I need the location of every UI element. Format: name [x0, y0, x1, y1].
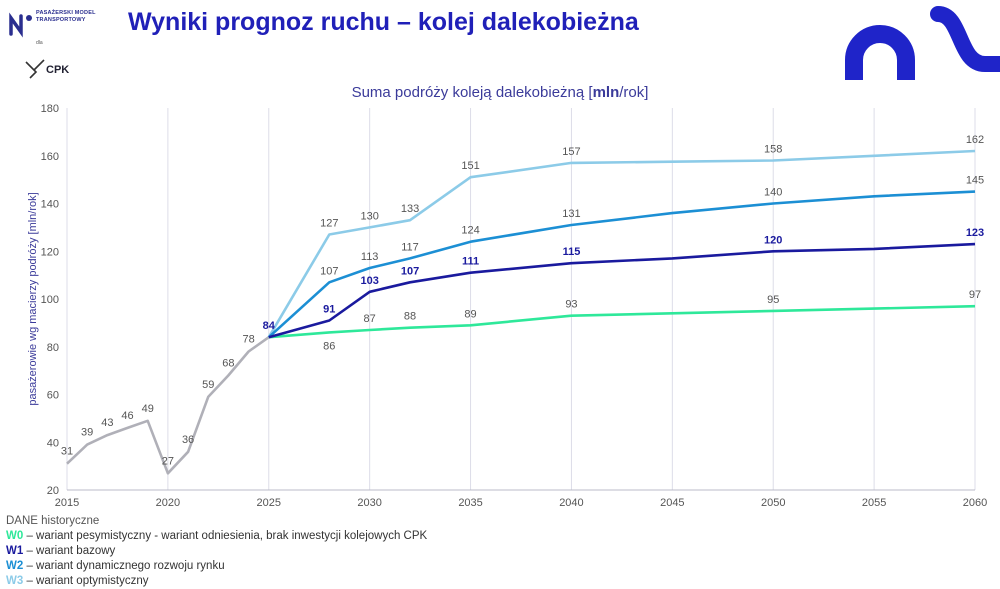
data-label-w2: 140 [764, 187, 782, 199]
data-label-w2: 145 [966, 175, 984, 187]
line-chart: Suma podróży koleją dalekobieżną [mln/ro… [27, 84, 987, 509]
data-label-historical: 49 [142, 403, 154, 415]
chart-title-part: mln [593, 84, 620, 101]
legend-w0-text: – wariant pesymistyczny - wariant odnies… [23, 530, 428, 542]
data-label-w0: 93 [565, 299, 577, 311]
legend-w2-code: W2 [6, 560, 24, 572]
legend-w3-text: – wariant optymistyczny [23, 575, 149, 587]
pmt-logo: PASAŻERSKI MODEL TRANSPORTOWY dla CPK [8, 10, 98, 82]
data-label-w2: 124 [461, 225, 479, 237]
data-label-historical: 68 [222, 357, 234, 369]
legend-w2-text: – wariant dynamicznego rozwoju rynku [23, 560, 225, 572]
legend: DANE historyczne W0 – wariant pesymistyc… [6, 514, 427, 589]
legend-w3-code: W3 [6, 575, 24, 587]
legend-w2: W2 – wariant dynamicznego rozwoju rynku [6, 559, 427, 574]
data-label-w3: 157 [562, 146, 580, 158]
x-tick-label: 2015 [55, 497, 79, 509]
y-tick-label: 180 [41, 103, 59, 115]
data-label-w1: 103 [360, 275, 378, 287]
decorative-wave-icon [845, 6, 1000, 80]
series-line-w1 [268, 242, 976, 339]
logo-org-name: PASAŻERSKI MODEL TRANSPORTOWY [36, 10, 96, 23]
data-label-w3: 130 [360, 210, 378, 222]
data-label-w3: 151 [461, 160, 479, 172]
data-label-w2: 107 [320, 265, 338, 277]
legend-w0-code: W0 [6, 530, 24, 542]
x-tick-label: 2035 [458, 497, 482, 509]
x-tick-label: 2055 [862, 497, 886, 509]
chart-title-part: Suma podróży koleją dalekobieżną [ [352, 84, 594, 101]
data-label-w2: 131 [562, 208, 580, 220]
data-label-w0: 89 [464, 308, 476, 320]
y-tick-label: 20 [47, 485, 59, 497]
data-label-w3: 127 [320, 218, 338, 230]
data-label-w2: 117 [401, 241, 419, 253]
chart-title: Suma podróży koleją dalekobieżną [mln/ro… [352, 84, 649, 101]
data-label-w0: 97 [969, 289, 981, 301]
y-tick-label: 40 [47, 437, 59, 449]
y-tick-label: 140 [41, 199, 59, 211]
page-title: Wyniki prognoz ruchu – kolej dalekobieżn… [128, 8, 639, 36]
data-label-w1: 107 [401, 265, 419, 277]
logo-for-text: dla [36, 40, 43, 46]
data-label-w1: 84 [263, 320, 276, 332]
x-tick-label: 2030 [357, 497, 381, 509]
data-label-w1: 91 [323, 303, 335, 315]
y-tick-label: 80 [47, 342, 59, 354]
x-tick-label: 2025 [257, 497, 281, 509]
legend-w3: W3 – wariant optymistyczny [6, 574, 427, 589]
data-label-w0: 88 [404, 311, 416, 323]
legend-w1-code: W1 [6, 545, 24, 557]
data-label-w1: 123 [966, 227, 984, 239]
logo-cpk-text: CPK [46, 64, 70, 76]
data-label-w0: 95 [767, 294, 779, 306]
x-tick-label: 2060 [963, 497, 987, 509]
data-label-historical: 59 [202, 379, 214, 391]
data-label-w1: 111 [462, 256, 479, 268]
data-label-w0: 86 [323, 340, 335, 352]
cpk-logo-icon [25, 59, 45, 79]
data-label-historical: 39 [81, 427, 93, 439]
data-label-w1: 120 [764, 234, 782, 246]
x-tick-label: 2045 [660, 497, 684, 509]
data-label-w2: 113 [361, 251, 379, 263]
y-tick-label: 120 [41, 246, 59, 258]
data-label-historical: 43 [101, 417, 113, 429]
chart-area: Suma podróży koleją dalekobieżną [mln/ro… [0, 78, 1000, 518]
data-label-historical: 31 [61, 446, 73, 458]
data-label-historical: 27 [162, 455, 174, 467]
data-label-historical: 36 [182, 434, 194, 446]
series-line-w3 [267, 149, 976, 338]
x-tick-label: 2050 [761, 497, 785, 509]
data-label-w0: 87 [364, 313, 376, 325]
y-tick-label: 100 [41, 294, 59, 306]
series-line-w0 [268, 304, 976, 339]
y-axis-label: pasażerowie wg macierzy podróży [mln/rok… [27, 192, 39, 405]
chart-title-part: /rok] [619, 84, 648, 101]
x-tick-label: 2020 [156, 497, 180, 509]
legend-historical-label: DANE historyczne [6, 515, 100, 527]
legend-w0: W0 – wariant pesymistyczny - wariant odn… [6, 529, 427, 544]
legend-w1-text: – wariant bazowy [23, 545, 116, 557]
series-line-w2 [267, 190, 976, 339]
y-tick-label: 60 [47, 390, 59, 402]
data-label-historical: 46 [121, 410, 133, 422]
data-label-historical: 78 [242, 334, 254, 346]
data-label-w3: 158 [764, 144, 782, 156]
y-tick-label: 160 [41, 151, 59, 163]
data-label-w3: 162 [966, 134, 984, 146]
legend-w1: W1 – wariant bazowy [6, 544, 427, 559]
pmt-logo-icon [9, 12, 32, 38]
x-tick-label: 2040 [559, 497, 583, 509]
series-line-historical [66, 336, 270, 475]
legend-historical: DANE historyczne [6, 514, 427, 529]
data-label-w3: 133 [401, 203, 419, 215]
data-label-w1: 115 [563, 246, 581, 258]
